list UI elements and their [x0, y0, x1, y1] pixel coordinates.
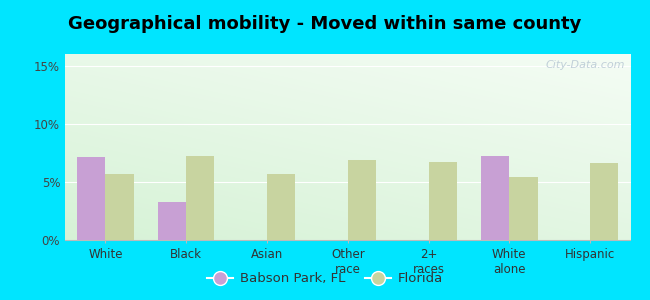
Bar [186, 156, 214, 240]
Bar [267, 174, 295, 240]
Text: City-Data.com: City-Data.com [545, 60, 625, 70]
Legend: Babson Park, FL, Florida: Babson Park, FL, Florida [202, 267, 448, 290]
Bar [105, 174, 134, 240]
Bar [158, 202, 186, 240]
Bar [77, 158, 105, 240]
Bar [348, 160, 376, 240]
Bar [510, 177, 538, 240]
Bar [481, 156, 510, 240]
Bar [428, 162, 457, 240]
Text: Geographical mobility - Moved within same county: Geographical mobility - Moved within sam… [68, 15, 582, 33]
Bar [590, 163, 618, 240]
